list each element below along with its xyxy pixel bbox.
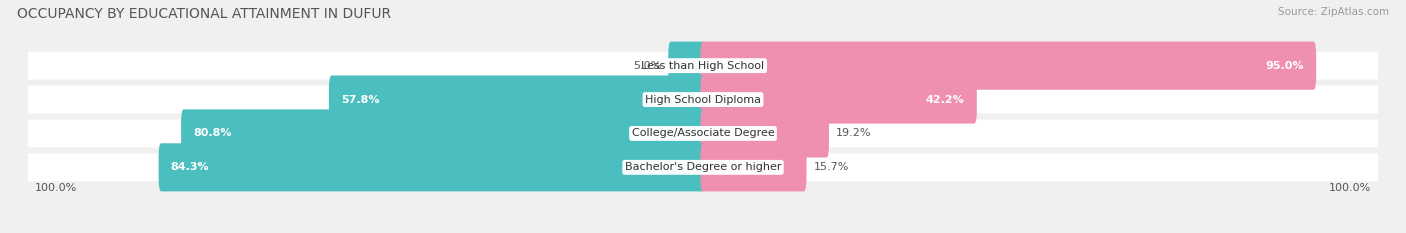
Text: 100.0%: 100.0% bbox=[35, 183, 77, 193]
FancyBboxPatch shape bbox=[700, 42, 1316, 90]
Text: 84.3%: 84.3% bbox=[170, 162, 209, 172]
Text: OCCUPANCY BY EDUCATIONAL ATTAINMENT IN DUFUR: OCCUPANCY BY EDUCATIONAL ATTAINMENT IN D… bbox=[17, 7, 391, 21]
FancyBboxPatch shape bbox=[28, 154, 1378, 181]
Text: Less than High School: Less than High School bbox=[641, 61, 765, 71]
Text: College/Associate Degree: College/Associate Degree bbox=[631, 128, 775, 138]
Text: 80.8%: 80.8% bbox=[193, 128, 232, 138]
Text: 57.8%: 57.8% bbox=[342, 95, 380, 105]
Text: Source: ZipAtlas.com: Source: ZipAtlas.com bbox=[1278, 7, 1389, 17]
Text: 95.0%: 95.0% bbox=[1265, 61, 1303, 71]
FancyBboxPatch shape bbox=[28, 120, 1378, 147]
FancyBboxPatch shape bbox=[329, 75, 706, 124]
Text: 15.7%: 15.7% bbox=[814, 162, 849, 172]
Text: 19.2%: 19.2% bbox=[837, 128, 872, 138]
FancyBboxPatch shape bbox=[28, 86, 1378, 113]
FancyBboxPatch shape bbox=[700, 109, 830, 158]
FancyBboxPatch shape bbox=[181, 109, 706, 158]
FancyBboxPatch shape bbox=[28, 52, 1378, 79]
Text: Bachelor's Degree or higher: Bachelor's Degree or higher bbox=[624, 162, 782, 172]
Text: 5.0%: 5.0% bbox=[633, 61, 661, 71]
FancyBboxPatch shape bbox=[700, 75, 977, 124]
FancyBboxPatch shape bbox=[159, 143, 706, 191]
Text: 42.2%: 42.2% bbox=[925, 95, 965, 105]
Text: 100.0%: 100.0% bbox=[1329, 183, 1371, 193]
Text: High School Diploma: High School Diploma bbox=[645, 95, 761, 105]
FancyBboxPatch shape bbox=[700, 143, 807, 191]
FancyBboxPatch shape bbox=[668, 42, 706, 90]
